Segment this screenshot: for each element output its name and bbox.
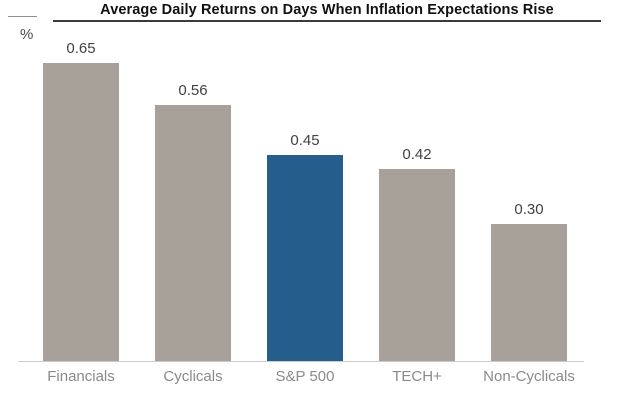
bar-column: 0.42 — [361, 0, 473, 361]
bar-tech- — [379, 169, 455, 361]
bar-column: 0.65 — [25, 0, 137, 361]
bar-s-p-500 — [267, 155, 343, 361]
chart-title: Average Daily Returns on Days When Infla… — [100, 2, 554, 18]
bar-value-label: 0.56 — [178, 82, 208, 99]
top-left-dash-line — [8, 16, 37, 17]
chart-header: Average Daily Returns on Days When Infla… — [53, 1, 601, 19]
category-label: TECH+ — [392, 368, 442, 385]
bar-value-label: 0.30 — [514, 201, 544, 218]
bar-cyclicals — [155, 105, 231, 361]
y-axis-unit-label: % — [20, 26, 34, 43]
bar-column: 0.56 — [137, 0, 249, 361]
x-axis-line — [18, 361, 584, 362]
bar-column: 0.45 — [249, 0, 361, 361]
category-label: Financials — [47, 368, 115, 385]
category-label: S&P 500 — [275, 368, 335, 385]
category-label: Non-Cyclicals — [483, 368, 575, 385]
bar-non-cyclicals — [491, 224, 567, 361]
bar-financials — [43, 63, 119, 361]
category-label: Cyclicals — [163, 368, 223, 385]
bar-value-label: 0.65 — [66, 40, 96, 57]
bar-value-label: 0.45 — [290, 132, 320, 149]
bar-column: 0.30 — [473, 0, 585, 361]
bar-value-label: 0.42 — [402, 146, 432, 163]
title-underline — [53, 20, 601, 22]
